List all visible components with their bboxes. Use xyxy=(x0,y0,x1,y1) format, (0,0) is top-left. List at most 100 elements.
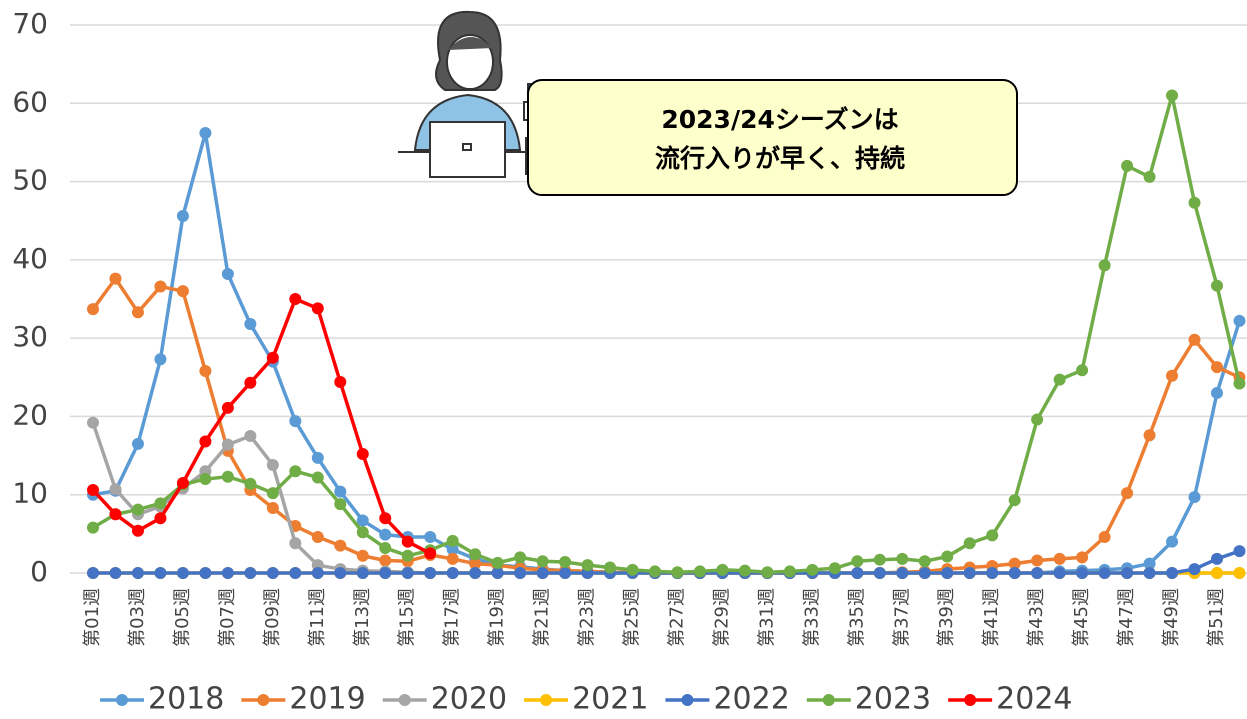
data-point xyxy=(1188,333,1201,346)
data-point xyxy=(1166,369,1179,382)
y-tick-label: 30 xyxy=(12,320,48,353)
data-point xyxy=(87,303,99,316)
data-point xyxy=(424,530,437,543)
data-point xyxy=(87,484,99,497)
x-tick-label: 第11週 xyxy=(307,588,328,647)
y-tick-label: 0 xyxy=(30,555,48,588)
data-point xyxy=(1008,494,1021,507)
data-point xyxy=(1188,563,1201,576)
y-tick-label: 60 xyxy=(12,85,48,118)
data-point xyxy=(244,567,257,579)
data-point xyxy=(199,473,212,486)
series-line xyxy=(92,93,1242,574)
data-point xyxy=(1233,314,1246,327)
x-tick-label: 第51週 xyxy=(1206,588,1227,647)
data-point xyxy=(424,567,437,579)
data-point xyxy=(559,556,572,569)
data-point xyxy=(244,376,257,389)
legend-marker xyxy=(257,694,270,706)
data-point xyxy=(221,267,234,280)
data-point xyxy=(356,526,369,539)
data-point xyxy=(199,567,212,579)
data-point xyxy=(379,528,392,541)
data-point xyxy=(536,555,549,568)
data-point xyxy=(1188,196,1201,209)
data-point xyxy=(581,559,594,572)
data-point xyxy=(176,210,189,223)
data-point xyxy=(806,563,819,576)
legend-label: 2019 xyxy=(289,682,365,717)
data-point xyxy=(1211,567,1223,579)
data-point xyxy=(356,514,369,527)
x-tick-label: 第41週 xyxy=(981,588,1002,647)
data-point xyxy=(424,547,437,560)
data-point xyxy=(154,280,167,293)
data-point xyxy=(986,529,999,542)
data-point xyxy=(311,451,324,464)
series-line xyxy=(91,297,432,555)
x-tick-label: 第29週 xyxy=(711,588,732,647)
y-tick-label: 50 xyxy=(12,164,48,197)
data-point xyxy=(1008,557,1021,570)
data-point xyxy=(1143,170,1156,183)
data-point xyxy=(1211,279,1223,292)
data-point xyxy=(244,430,257,442)
x-tick-label: 第17週 xyxy=(442,588,463,647)
legend-label: 2021 xyxy=(572,682,648,717)
data-point xyxy=(1143,567,1156,579)
data-point xyxy=(356,567,369,579)
data-point xyxy=(356,549,369,562)
data-point xyxy=(761,566,774,579)
data-point xyxy=(87,567,99,579)
data-point xyxy=(1166,89,1179,102)
data-point xyxy=(671,566,684,579)
data-point xyxy=(131,437,144,450)
x-tick-label: 第07週 xyxy=(217,588,238,647)
data-point xyxy=(289,537,302,550)
data-point xyxy=(918,567,931,579)
data-point xyxy=(176,476,189,489)
data-point xyxy=(131,524,144,537)
data-point xyxy=(199,435,212,448)
data-point xyxy=(446,567,459,579)
data-point xyxy=(738,564,751,577)
data-point xyxy=(649,565,661,578)
data-point xyxy=(1098,567,1111,579)
data-point xyxy=(154,512,167,525)
data-point xyxy=(266,567,279,579)
data-point xyxy=(851,567,864,579)
data-point xyxy=(176,285,189,298)
data-point xyxy=(693,565,706,578)
data-point xyxy=(266,458,279,471)
data-point xyxy=(446,543,459,556)
callout xyxy=(527,79,1018,196)
data-point xyxy=(199,365,212,378)
annotation: 2023/24シーズンは xyxy=(661,105,898,134)
data-point xyxy=(1143,557,1156,570)
legend-label: 2020 xyxy=(431,682,507,717)
x-tick-label: 第45週 xyxy=(1071,588,1092,647)
data-point xyxy=(87,416,99,429)
y-tick-label: 70 xyxy=(12,7,48,40)
data-point xyxy=(1053,552,1066,565)
x-tick-label: 第05週 xyxy=(172,588,193,647)
data-point xyxy=(266,351,279,364)
x-tick-label: 第27週 xyxy=(666,588,687,647)
x-tick-label: 第35週 xyxy=(846,588,867,647)
data-point xyxy=(1188,491,1201,504)
data-point xyxy=(469,548,482,561)
data-point xyxy=(1166,567,1179,579)
data-point xyxy=(131,306,144,319)
x-tick-label: 第47週 xyxy=(1116,588,1137,647)
data-point xyxy=(221,567,234,579)
y-tick-label: 20 xyxy=(12,398,48,431)
data-point xyxy=(1076,551,1089,564)
data-point xyxy=(986,567,999,579)
x-tick-label: 第39週 xyxy=(936,588,957,647)
data-point xyxy=(334,567,347,579)
data-point xyxy=(289,415,302,428)
x-tick-label: 第13週 xyxy=(352,588,373,647)
x-tick-label: 第49週 xyxy=(1161,588,1182,647)
y-tick-label: 10 xyxy=(12,477,48,510)
data-point xyxy=(176,567,189,579)
